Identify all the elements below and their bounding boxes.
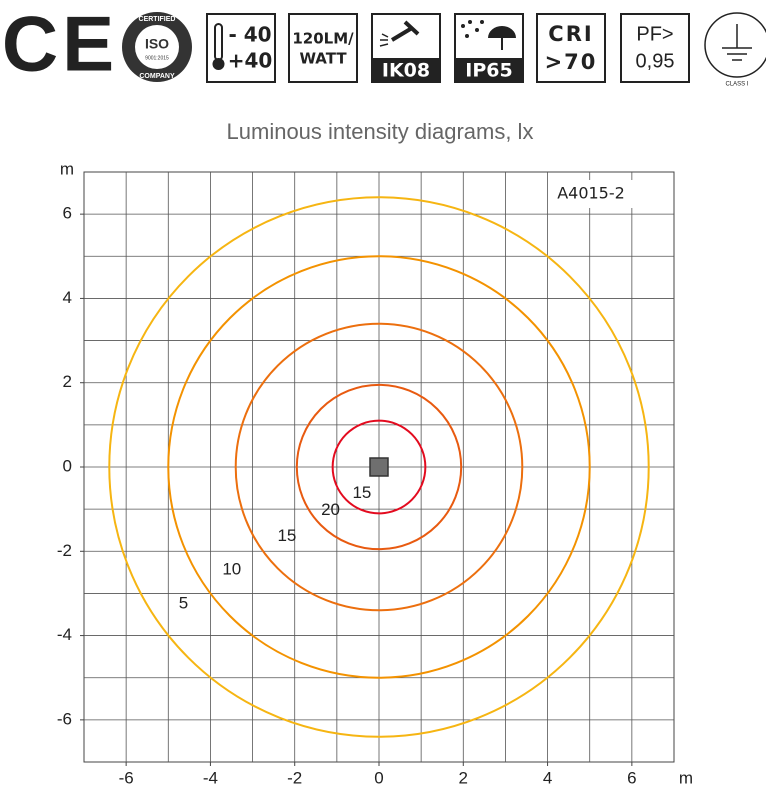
badge-band <box>372 58 440 82</box>
x-axis-label: m <box>679 768 693 787</box>
isolux-curve <box>331 419 427 515</box>
isolux-curve <box>295 383 463 551</box>
x-tick-label: 4 <box>543 768 552 787</box>
efficacy-line: WATT <box>299 50 347 68</box>
rain-icon <box>461 20 516 50</box>
iso-bottom: COMPANY <box>139 73 175 80</box>
ik-label: IK08 <box>382 60 430 82</box>
y-axis-label: m <box>60 159 74 178</box>
pf-line: 0,95 <box>636 50 675 72</box>
badge-frame <box>206 13 276 83</box>
model-label: A4015-2 <box>557 184 625 203</box>
isolux-label: 10 <box>222 560 241 579</box>
temperature-badge: - 40 +40 <box>206 13 276 83</box>
isolux-curve <box>108 196 650 738</box>
temp-max: +40 <box>228 49 273 73</box>
y-tick-label: -6 <box>57 709 72 728</box>
hammer-icon <box>390 20 420 42</box>
temp-min: - 40 <box>228 23 271 47</box>
thermometer-bulb <box>212 58 225 70</box>
iso-seal: CERTIFIED ISO 9001:2015 COMPANY <box>122 12 192 82</box>
badge-frame <box>536 13 606 83</box>
cri-line: >70 <box>545 50 598 74</box>
plot: -6 -4 -2 0 2 4 6 -6 -4 -2 0 2 4 6 m m 5 10 15 20 15 A4015-2 <box>57 159 693 787</box>
isolux-label: 15 <box>352 483 371 502</box>
model-box <box>548 180 634 208</box>
class-badge: CLASS I <box>704 12 766 88</box>
cri-line: CRI <box>548 22 593 46</box>
chart-title: Luminous intensity diagrams, lx <box>227 119 534 144</box>
isolux-label: 15 <box>277 526 296 545</box>
y-tick-label: -2 <box>57 541 72 560</box>
isolux-curve <box>234 322 524 612</box>
y-tick-label: 6 <box>63 204 72 223</box>
cri-badge: CRI >70 <box>536 13 606 83</box>
earth-symbol <box>722 24 752 61</box>
badge-band <box>455 58 523 82</box>
x-tick-label: -2 <box>287 768 302 787</box>
isolux-label: 20 <box>321 500 340 519</box>
iso-mark: ISO <box>145 36 169 52</box>
y-tick-label: 0 <box>63 456 72 475</box>
efficacy-badge: 120LM/ WATT <box>288 13 358 83</box>
y-tick-label: 2 <box>63 372 72 391</box>
efficacy-line: 120LM/ <box>292 30 354 48</box>
class-label: CLASS I <box>725 82 748 88</box>
ip-label: IP65 <box>465 60 512 82</box>
ik-badge: IK08 <box>371 13 441 83</box>
iso-inner <box>135 25 179 69</box>
class-ring <box>704 12 766 78</box>
x-tick-label: -4 <box>203 768 218 787</box>
isolux-label: 5 <box>179 593 188 612</box>
x-tick-label: 2 <box>459 768 468 787</box>
iso-top: CERTIFIED <box>139 16 176 23</box>
impact-lines <box>379 33 389 47</box>
ce-mark: CE <box>2 0 118 88</box>
x-tick-label: 6 <box>627 768 636 787</box>
iso-standard: 9001:2015 <box>145 55 169 61</box>
y-tick-label: 4 <box>63 288 72 307</box>
pf-line: PF> <box>636 23 673 45</box>
isolux-curve <box>167 255 591 679</box>
badge-frame <box>288 13 358 83</box>
x-tick-label: 0 <box>374 768 383 787</box>
x-tick-label: -6 <box>119 768 134 787</box>
pf-badge: PF> 0,95 <box>620 13 690 83</box>
y-tick-label: -4 <box>57 625 72 644</box>
badge-frame <box>620 13 690 83</box>
luminaire <box>369 457 389 477</box>
ip-badge: IP65 <box>454 13 524 83</box>
